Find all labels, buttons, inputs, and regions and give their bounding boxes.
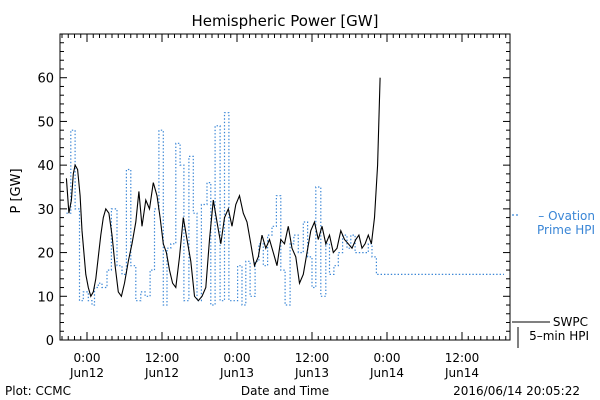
y-tick-label: 60 bbox=[37, 72, 54, 87]
x-tick-label-time: 12:00 bbox=[295, 351, 330, 365]
x-tick-label-date: Jun14 bbox=[369, 366, 404, 380]
x-tick-label-date: Jun13 bbox=[219, 366, 254, 380]
y-tick-label: 20 bbox=[37, 247, 54, 262]
x-tick-label-time: 12:00 bbox=[145, 351, 180, 365]
x-tick-label-date: Jun13 bbox=[294, 366, 329, 380]
footer-plot-credit: Plot: CCMC bbox=[5, 384, 71, 398]
legend-swpc-line2: 5–min HPI bbox=[529, 329, 589, 343]
y-tick-label: 30 bbox=[37, 203, 54, 218]
plot-frame bbox=[59, 33, 511, 341]
footer-timestamp: 2016/06/14 20:05:22 bbox=[453, 384, 580, 398]
legend-ovation-line2: Prime HPI bbox=[537, 223, 595, 237]
x-tick-label-date: Jun12 bbox=[144, 366, 179, 380]
x-tick-label-time: 0:00 bbox=[74, 351, 101, 365]
y-tick-label: 40 bbox=[37, 159, 54, 174]
x-tick-label-time: 0:00 bbox=[374, 351, 401, 365]
x-tick-label-date: Jun14 bbox=[444, 366, 479, 380]
legend-ovation-line1: – Ovation bbox=[538, 209, 595, 223]
x-axis-label: Date and Time bbox=[241, 384, 329, 398]
swpc-hpi-series bbox=[65, 77, 381, 302]
chart-title: Hemispheric Power [GW] bbox=[192, 12, 379, 30]
y-axis-label: P [GW] bbox=[9, 168, 24, 213]
x-tick-label-date: Jun12 bbox=[69, 366, 104, 380]
y-tick-label: 10 bbox=[37, 290, 54, 305]
y-tick-label: 0 bbox=[46, 334, 54, 349]
y-tick-label: 50 bbox=[37, 115, 54, 130]
legend-swpc-line1: SWPC bbox=[553, 315, 588, 329]
x-tick-label-time: 0:00 bbox=[224, 351, 251, 365]
ovation-prime-series bbox=[66, 112, 504, 306]
x-tick-label-time: 12:00 bbox=[445, 351, 480, 365]
